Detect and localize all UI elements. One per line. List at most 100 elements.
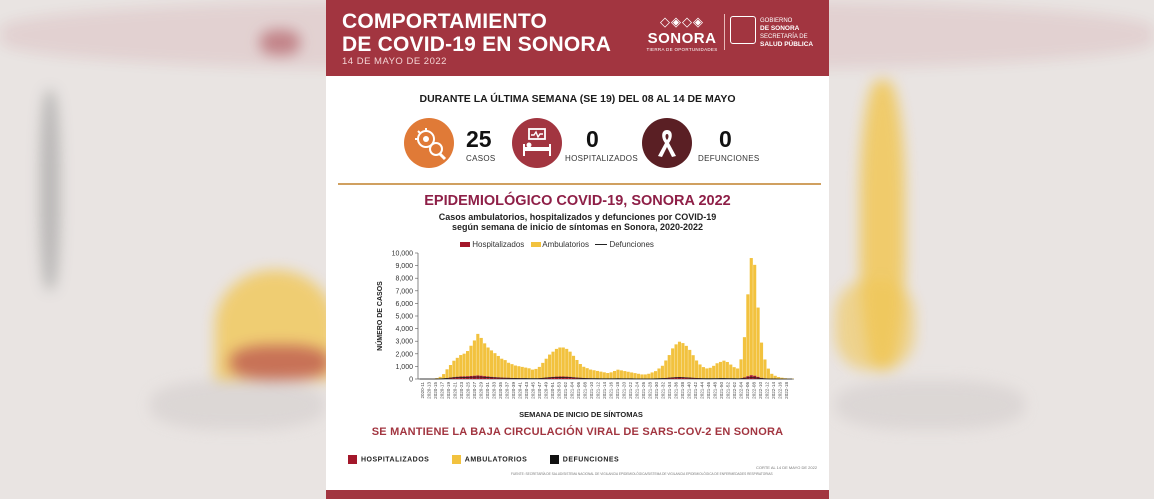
ambulatorios-bar xyxy=(483,343,487,377)
ambulatorios-bar xyxy=(592,370,596,379)
y-tick-label: 0 xyxy=(409,377,413,384)
ambulatorios-bar xyxy=(442,374,446,379)
ambulatorios-bar xyxy=(684,345,688,378)
hospital-bed-icon xyxy=(512,118,562,168)
ambulatorios-bar xyxy=(517,366,521,379)
x-tick-label: 2020-41 xyxy=(518,382,523,399)
legend-swatch-defunciones xyxy=(595,244,608,246)
x-tick-label: 2020-29 xyxy=(479,382,484,399)
ambulatorios-bar xyxy=(500,358,504,378)
ambulatorios-bar xyxy=(609,372,613,379)
report-date: 14 DE MAYO DE 2022 xyxy=(342,56,447,67)
ambulatorios-bar xyxy=(551,351,555,377)
y-tick-label: 9,000 xyxy=(395,263,413,270)
chart-legend: Hospitalizados Ambulatorios Defunciones xyxy=(460,240,654,249)
y-tick-label: 4,000 xyxy=(395,326,413,333)
epidemic-chart: 0 1,000 2,000 3,000 4,000 5,000 6,000 7,000 8,00… xyxy=(375,251,794,419)
ambulatorios-bar xyxy=(718,361,723,379)
y-tick-label: 8,000 xyxy=(395,276,413,283)
ambulatorios-bar xyxy=(513,365,517,379)
ambulatorios-bar xyxy=(712,365,716,379)
x-tick-label: 2021-24 xyxy=(635,382,640,399)
ambulatorios-bar xyxy=(452,360,456,378)
x-tick-label: 2021-52 xyxy=(726,382,731,399)
ambulatorios-bar xyxy=(626,371,630,379)
sonora-logo-tagline: TIERRA DE OPORTUNIDADES xyxy=(646,47,718,52)
x-tick-label: 2021-10 xyxy=(589,382,594,399)
x-tick-label: 2021-22 xyxy=(628,382,633,399)
ambulatorios-bar xyxy=(489,350,494,377)
x-tick-label: 2020-39 xyxy=(511,382,516,399)
ambulatorios-bar xyxy=(640,374,644,379)
ambulatorios-bar xyxy=(630,372,634,379)
header-banner: COMPORTAMIENTO DE COVID-19 EN SONORA 14 … xyxy=(326,0,829,76)
x-tick-label: 2020-47 xyxy=(537,382,542,399)
x-tick-label: 2020-37 xyxy=(505,382,510,399)
gob-line-1: GOBIERNO xyxy=(760,18,793,24)
ambulatorios-bar xyxy=(595,370,600,379)
ambulatorios-bar xyxy=(756,307,760,377)
cases-value: 25 xyxy=(466,126,492,152)
sonora-logo-name: SONORA xyxy=(647,30,717,47)
ambulatorios-bar xyxy=(773,375,777,379)
ambulatorios-bar xyxy=(698,364,702,379)
x-tick-label: 2022-12 xyxy=(765,382,770,399)
x-tick-label: 2021-42 xyxy=(693,382,698,399)
x-tick-label: 2020-51 xyxy=(550,382,555,399)
section-divider xyxy=(338,183,821,185)
ambulatorios-bar xyxy=(448,365,453,378)
ambulatorios-bar xyxy=(654,371,658,379)
deaths-value: 0 xyxy=(719,126,732,152)
ambulatorios-bar xyxy=(667,355,671,378)
y-tick-label: 5,000 xyxy=(395,314,413,321)
ambulatorios-bar xyxy=(554,348,558,377)
ambulatorios-bar xyxy=(715,363,719,379)
y-tick-label: 6,000 xyxy=(395,301,413,308)
ambulatorios-bar xyxy=(725,361,729,379)
gob-line-2: DE SONORA xyxy=(760,25,800,32)
ambulatorios-bar xyxy=(759,342,764,378)
x-tick-label: 2022-16 xyxy=(778,382,783,399)
ambulatorios-bar xyxy=(746,294,750,377)
x-tick-label: 2021-14 xyxy=(602,382,607,399)
x-tick-label: 2021-38 xyxy=(680,382,685,399)
ambulatorios-bar xyxy=(503,360,507,378)
gob-line-4: SALUD PÚBLICA xyxy=(760,41,814,48)
hospitalizados-bar xyxy=(749,375,753,379)
x-tick-label: 2020-23 xyxy=(459,382,464,399)
y-axis-label: NÚMERO DE CASOS xyxy=(375,281,384,351)
sonora-logo-mark-icon: ◇◈◇◈ xyxy=(660,14,704,29)
ambulatorios-bar xyxy=(537,366,541,379)
x-tick-label: 2020-11 xyxy=(420,382,425,399)
ambulatorios-bar xyxy=(664,360,668,379)
ambulatorios-bar xyxy=(650,372,654,379)
y-tick-label: 10,000 xyxy=(392,251,414,258)
cases-label: CASOS xyxy=(466,154,496,163)
x-tick-label: 2021-18 xyxy=(615,382,620,399)
ambulatorios-bar xyxy=(469,345,473,376)
footer-legend-item: AMBULATORIOS xyxy=(451,455,528,464)
ambulatorios-bar xyxy=(633,373,637,379)
x-tick-label: 2022-02 xyxy=(732,382,737,399)
legend-ambulatorios: Ambulatorios xyxy=(542,240,589,249)
ambulatorios-bar xyxy=(599,371,603,379)
virus-magnifier-icon xyxy=(404,118,454,168)
legend-swatch-hospitalizados xyxy=(460,242,470,248)
x-tick-label: 2020-25 xyxy=(466,382,471,399)
chart-subtitle: Casos ambulatorios, hospitalizados y def… xyxy=(326,212,829,232)
ambulatorios-bar xyxy=(548,354,552,378)
ambulatorios-bar xyxy=(753,264,757,376)
ambulatorios-bar xyxy=(708,367,712,379)
ambulatorios-bar xyxy=(476,333,480,376)
x-tick-label: 2021-48 xyxy=(713,382,718,399)
x-tick-label: 2022-10 xyxy=(758,382,763,399)
x-tick-label: 2021-32 xyxy=(661,382,666,399)
hospitalized-value: 0 xyxy=(586,126,599,152)
ambulatorios-bar xyxy=(565,348,569,377)
x-tick-label: 2021-04 xyxy=(570,382,575,399)
ambulatorios-bar xyxy=(780,377,784,379)
ambulatorios-bar xyxy=(674,344,678,378)
x-tick-label: 2020-27 xyxy=(472,382,477,399)
ambulatorios-bar xyxy=(722,360,726,379)
ambulatorios-bar xyxy=(472,340,476,376)
